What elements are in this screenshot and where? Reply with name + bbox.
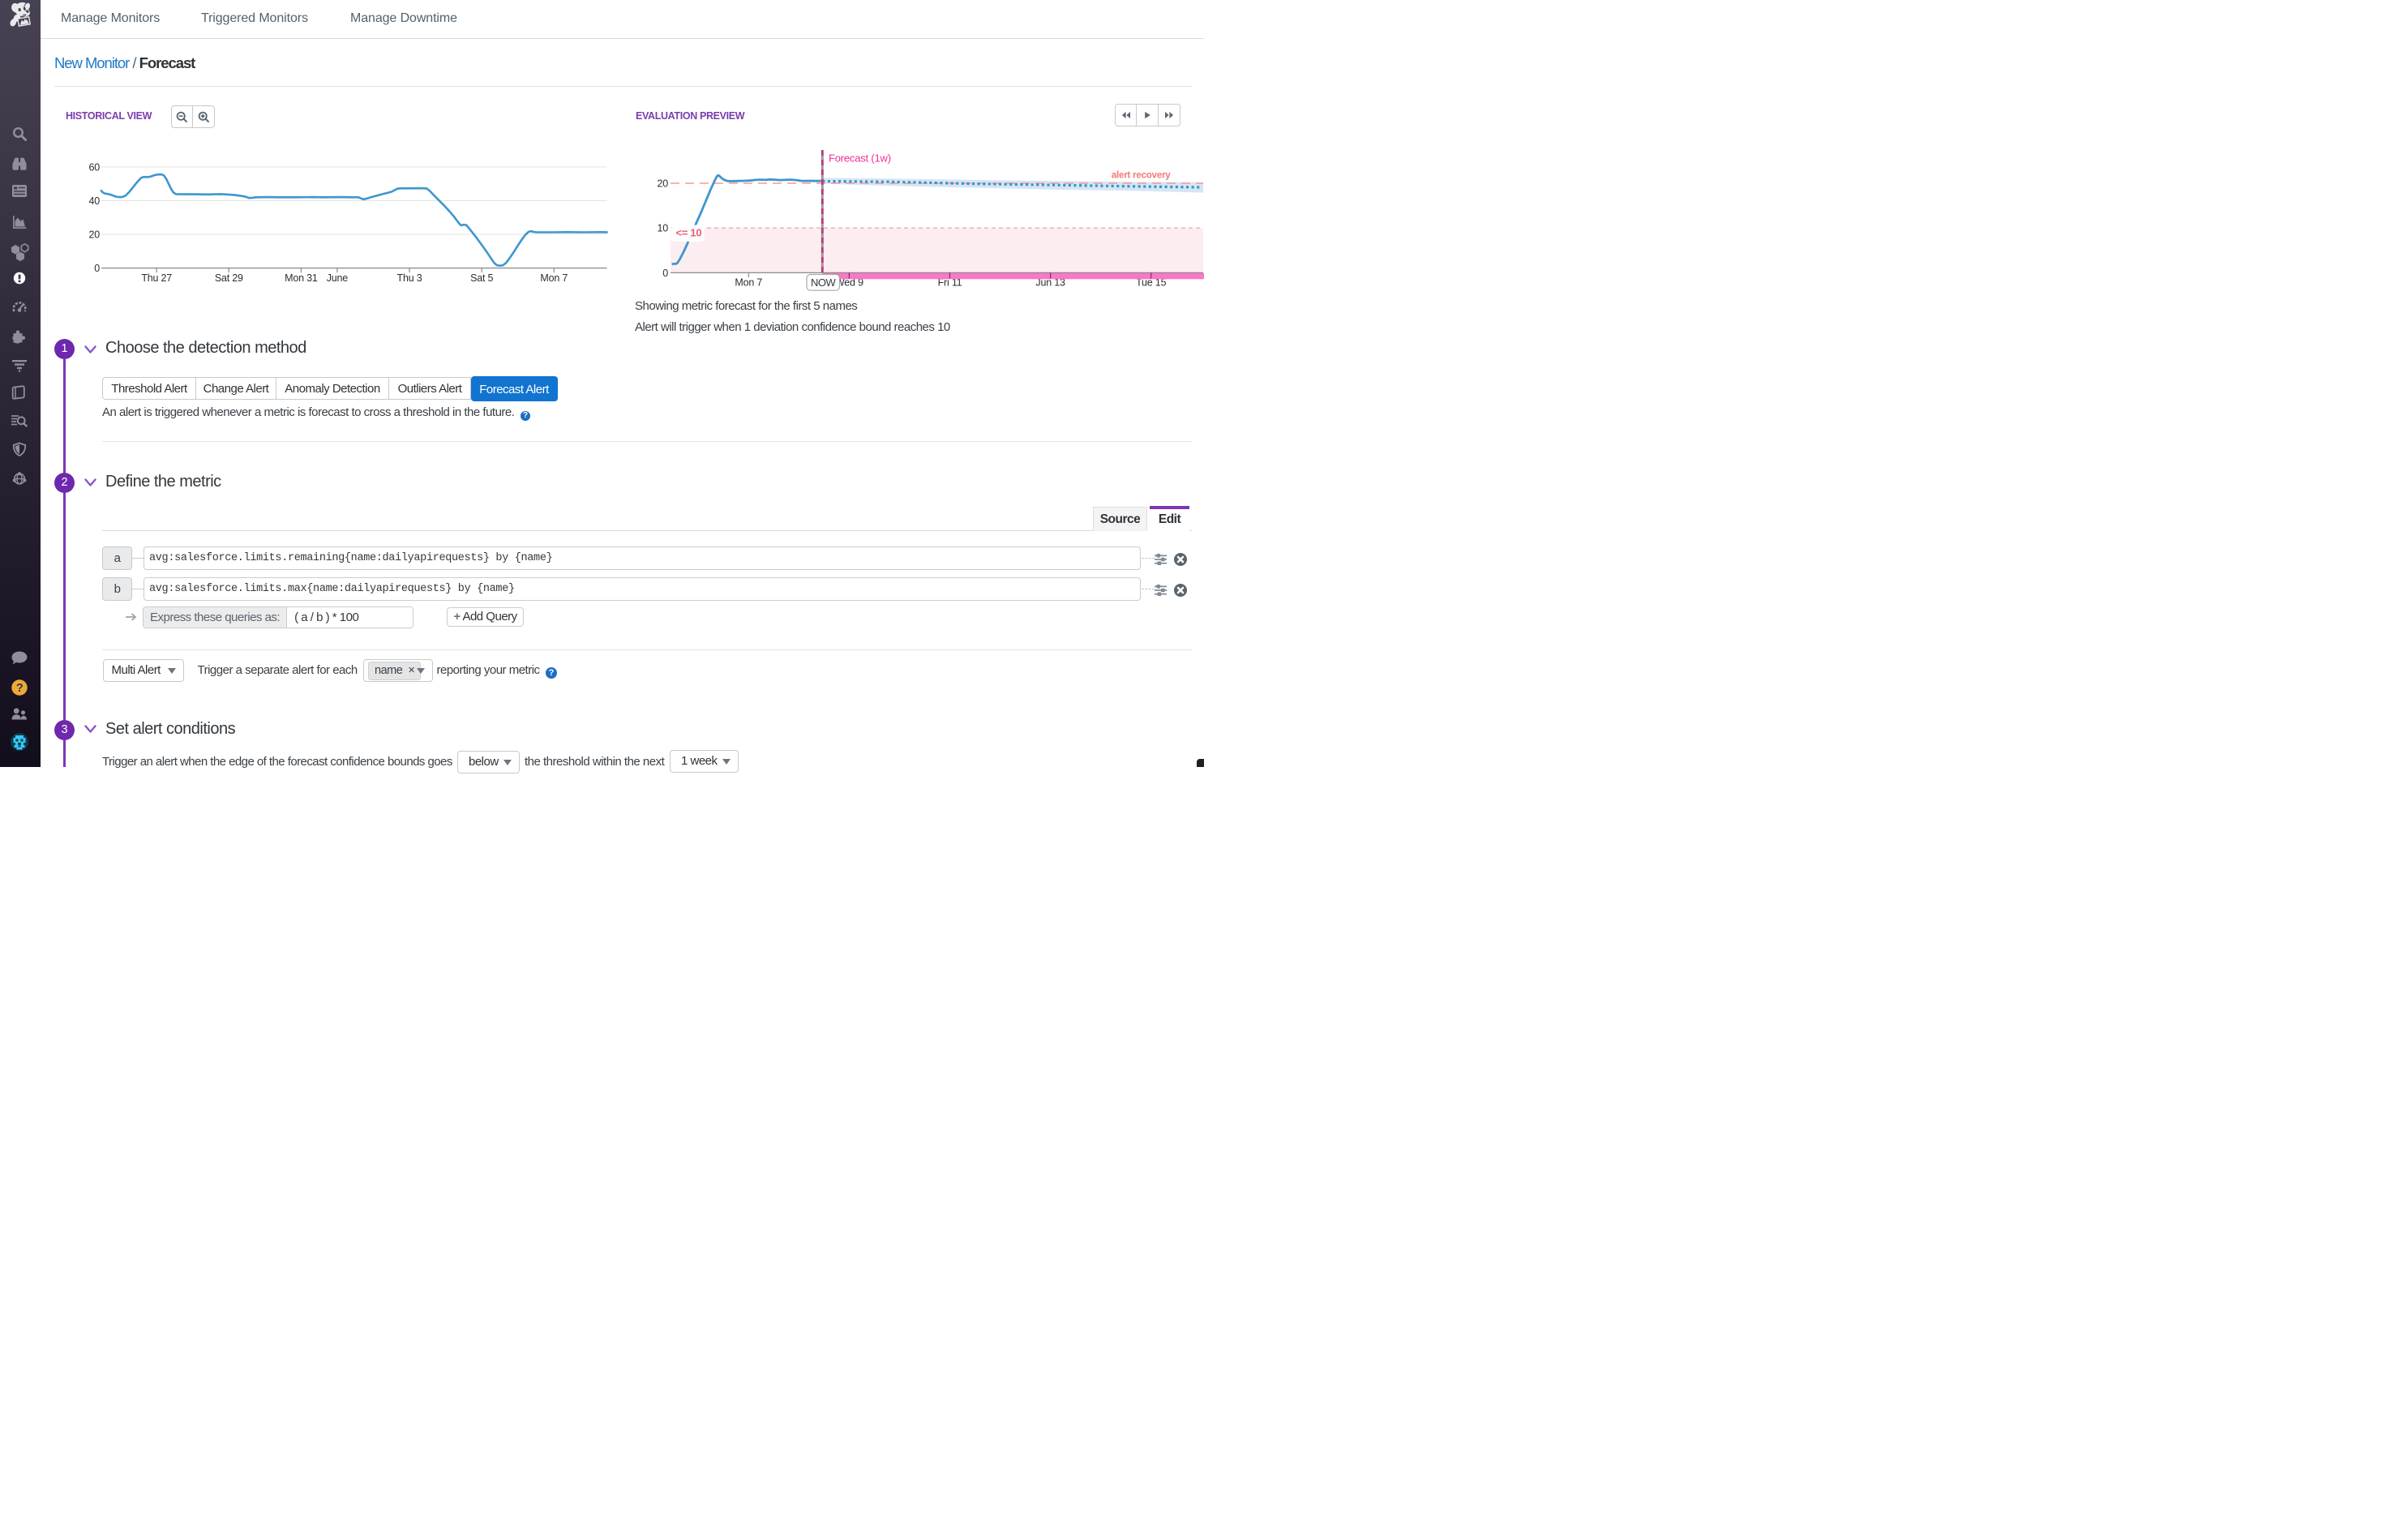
svg-text:alert recovery: alert recovery [1112,171,1171,181]
svg-text:60: 60 [88,161,100,173]
svg-text:0: 0 [662,268,668,279]
svg-text:Thu 27: Thu 27 [141,272,172,284]
svg-text:Mon 7: Mon 7 [735,276,762,288]
svg-text:June: June [327,272,349,284]
svg-text:NOW: NOW [811,276,837,289]
svg-text:Forecast (1w): Forecast (1w) [829,152,891,165]
svg-text:40: 40 [88,195,100,207]
svg-text:20: 20 [657,178,668,190]
svg-text:10: 10 [657,223,668,234]
svg-text:20: 20 [88,229,100,241]
svg-text:Mon 7: Mon 7 [540,272,568,284]
svg-text:Sat 5: Sat 5 [470,272,493,284]
svg-text:Sat 29: Sat 29 [215,272,243,284]
svg-text:Tue 15: Tue 15 [1136,276,1167,288]
svg-text:Mon 31: Mon 31 [285,272,318,284]
svg-text:Fri 11: Fri 11 [938,276,962,288]
svg-text:0: 0 [94,263,100,274]
svg-text:?: ? [16,682,24,695]
svg-text:Jun 13: Jun 13 [1035,276,1065,288]
svg-text:Thu 3: Thu 3 [397,272,422,284]
svg-text:Wed 9: Wed 9 [835,276,863,288]
svg-text:<= 10: <= 10 [676,227,702,239]
